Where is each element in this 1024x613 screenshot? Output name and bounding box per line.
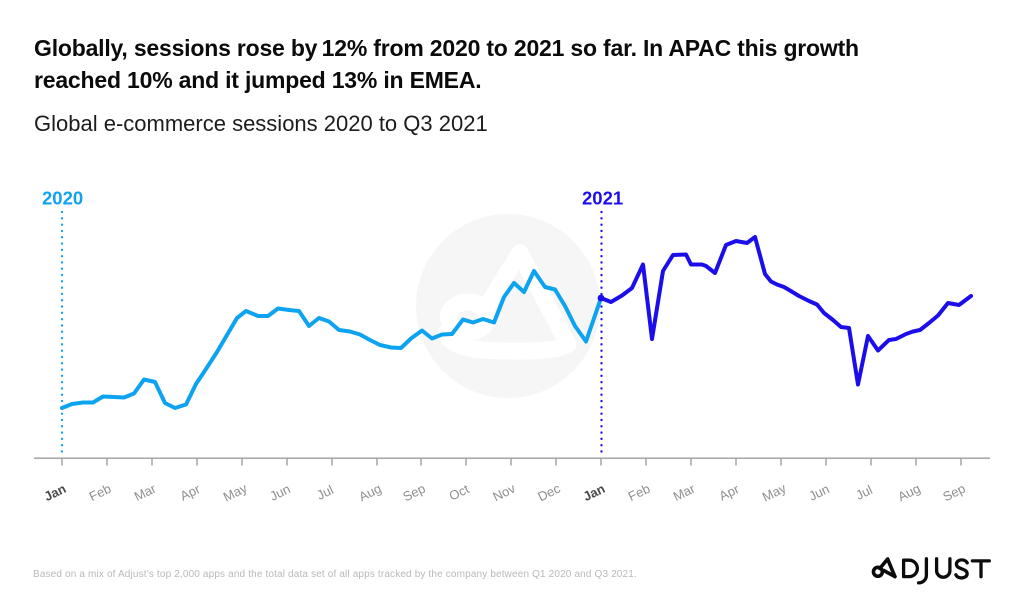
svg-text:Jan: Jan — [581, 481, 608, 504]
svg-text:Mar: Mar — [671, 481, 698, 505]
svg-text:May: May — [221, 480, 250, 504]
svg-text:Aug: Aug — [895, 481, 922, 505]
svg-text:Nov: Nov — [490, 480, 518, 504]
svg-text:Apr: Apr — [178, 481, 203, 504]
svg-text:Oct: Oct — [447, 481, 472, 504]
svg-text:Feb: Feb — [87, 481, 114, 504]
svg-text:Aug: Aug — [356, 481, 383, 505]
svg-text:Sep: Sep — [400, 481, 427, 505]
svg-text:Jan: Jan — [42, 481, 69, 504]
svg-text:Apr: Apr — [717, 481, 742, 504]
svg-text:Jul: Jul — [314, 482, 336, 503]
svg-text:2020: 2020 — [42, 188, 83, 209]
svg-text:Sep: Sep — [940, 481, 967, 505]
svg-text:May: May — [760, 480, 789, 504]
svg-text:Jun: Jun — [267, 481, 292, 504]
svg-text:Mar: Mar — [132, 481, 159, 505]
svg-text:Jun: Jun — [806, 481, 831, 504]
svg-text:Jul: Jul — [853, 482, 875, 503]
svg-text:Feb: Feb — [626, 481, 653, 504]
svg-text:2021: 2021 — [582, 188, 623, 209]
svg-text:Dec: Dec — [535, 480, 563, 504]
